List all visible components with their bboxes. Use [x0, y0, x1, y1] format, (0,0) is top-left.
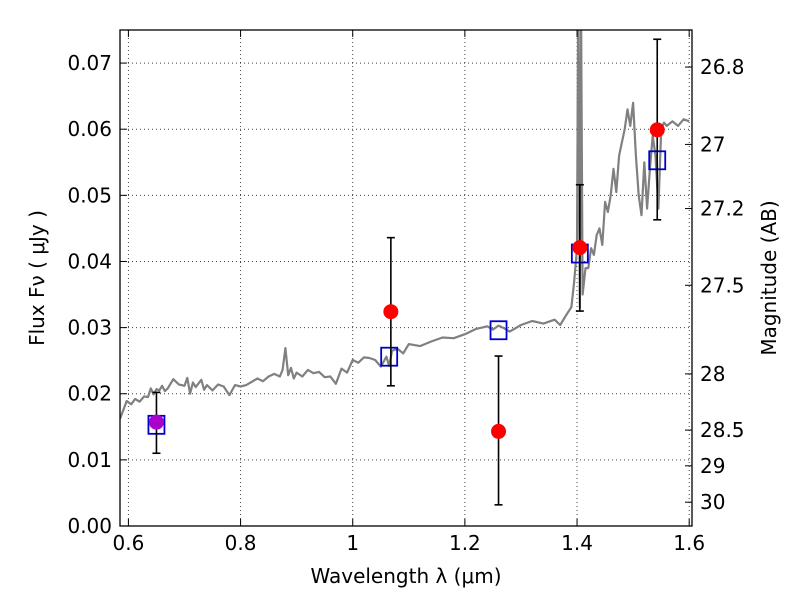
y2-tick-label: 27.5	[700, 273, 745, 297]
y-tick-label: 0.05	[67, 183, 112, 207]
y-tick-label: 0.04	[67, 249, 112, 273]
y-tick-label: 0.00	[67, 514, 112, 538]
model-photometry-square	[489, 320, 508, 341]
axis-ticks: 0.6 0.8 1 1.2 1.4 1.6 0.00 0.01 0.02 0.03 0.04 0.05…	[67, 30, 745, 555]
observed-flux-point	[383, 304, 399, 320]
x-tick-label: 1	[346, 531, 359, 555]
y-tick-label: 0.02	[67, 382, 112, 406]
x-axis-title: Wavelength λ (μm)	[310, 564, 501, 588]
y-tick-label: 0.07	[67, 51, 112, 75]
observed-flux-point	[148, 414, 164, 430]
observed-flux-point	[491, 423, 507, 439]
y2-tick-label: 29	[700, 454, 725, 478]
model-photometry-square	[380, 346, 399, 367]
y2-tick-label: 27	[700, 132, 725, 156]
error-bars	[147, 38, 667, 506]
data-layer	[120, 30, 690, 420]
y2-axis-title: Magnitude (AB)	[757, 200, 781, 355]
y2-tick-label: 28.5	[700, 418, 745, 442]
plot-frame	[119, 29, 693, 527]
x-tick-label: 1.4	[561, 531, 593, 555]
observed-flux-point	[572, 240, 588, 256]
grid-lines	[120, 30, 692, 526]
y-tick-label: 0.03	[67, 316, 112, 340]
x-tick-label: 1.6	[673, 531, 705, 555]
y2-tick-label: 28	[700, 362, 725, 386]
y2-tick-label: 27.2	[700, 197, 745, 221]
y2-tick-label: 26.8	[700, 55, 745, 79]
y-tick-label: 0.06	[67, 117, 112, 141]
observed-flux-point	[649, 122, 665, 138]
x-tick-label: 0.6	[113, 531, 145, 555]
y-axis-title: Flux Fν ( μJy )	[25, 210, 49, 346]
x-tick-label: 1.2	[449, 531, 481, 555]
y-tick-label: 0.01	[67, 448, 112, 472]
y2-tick-label: 30	[700, 490, 725, 514]
model-spectrum-line	[120, 30, 690, 420]
x-tick-label: 0.8	[225, 531, 257, 555]
